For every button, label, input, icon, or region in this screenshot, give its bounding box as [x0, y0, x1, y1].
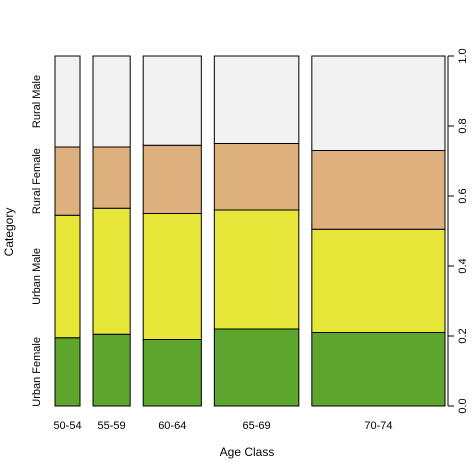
x-tick-label: 65-69	[243, 420, 271, 432]
x-axis-title: Age Class	[220, 445, 275, 459]
category-labels: Urban Female Urban Male Rural Female Rural …	[31, 75, 43, 407]
bar-segment	[92, 333, 131, 407]
x-tick-label: 50-54	[53, 420, 81, 432]
x-tick-label: 55-59	[98, 420, 126, 432]
bars-group	[54, 55, 446, 407]
bar-segment	[142, 144, 202, 214]
bar-segment	[92, 55, 131, 148]
bar-segment	[142, 213, 202, 340]
category-label: Rural Female	[31, 148, 43, 214]
y-axis: 0.0 0.2 0.4 0.6 0.8 1.0	[447, 48, 469, 414]
bar-segment	[54, 214, 81, 339]
y-tick-label: 1.0	[457, 48, 469, 63]
x-tick-label: 60-64	[158, 420, 186, 432]
y-tick-label: 0.8	[457, 118, 469, 133]
bar-segment	[54, 146, 81, 216]
y-tick-label: 0.6	[457, 188, 469, 203]
x-tick-labels: 50-54 55-59 60-64 65-69 70-74	[53, 420, 392, 432]
category-label: Urban Male	[31, 248, 43, 305]
bar-segment	[142, 55, 202, 146]
bar-segment	[213, 55, 300, 144]
bar-segment	[92, 146, 131, 209]
y-tick-label: 0.0	[457, 398, 469, 413]
y-axis-title: Category	[2, 208, 16, 257]
bar-segment	[213, 209, 300, 330]
category-label: Rural Male	[31, 75, 43, 128]
y-tick-label: 0.4	[457, 258, 469, 273]
bar-segment	[54, 55, 81, 148]
category-label: Urban Female	[31, 337, 43, 407]
bar-segment	[311, 55, 446, 151]
bar-segment	[311, 332, 446, 407]
bar-segment	[213, 328, 300, 407]
bar-segment	[92, 207, 131, 335]
bar-segment	[311, 150, 446, 230]
bar-segment	[142, 339, 202, 407]
y-tick-label: 0.2	[457, 328, 469, 343]
x-tick-label: 70-74	[364, 420, 392, 432]
bar-segment	[311, 228, 446, 333]
bar-segment	[54, 337, 81, 407]
bar-segment	[213, 143, 300, 211]
